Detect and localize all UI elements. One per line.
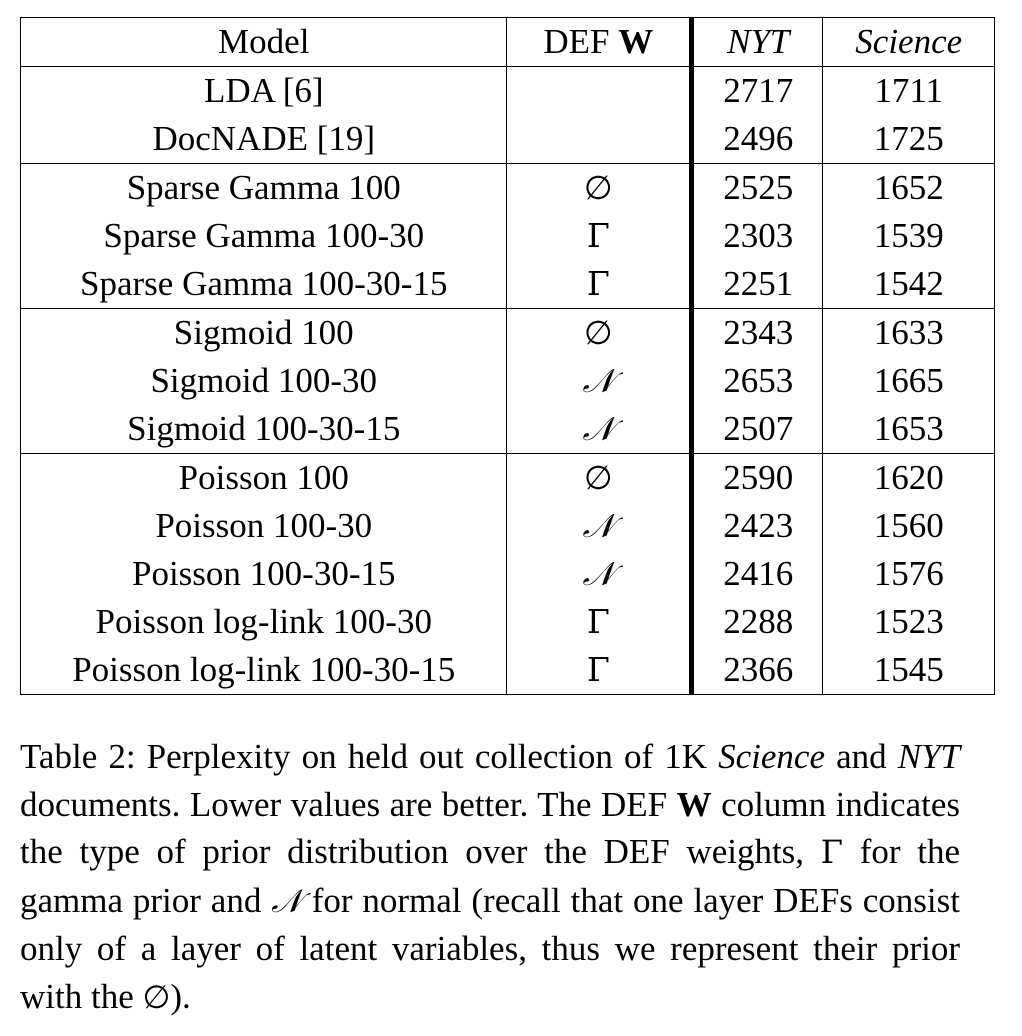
nyt-perplexity-cell: 2251 [689,260,824,309]
science-perplexity-cell: 1539 [822,212,995,260]
nyt-perplexity-cell: 2717 [689,66,824,115]
header-science: Science [822,17,995,67]
caption-science: Science [718,737,825,776]
science-perplexity-cell: 1711 [822,66,995,115]
model-cell: Sigmoid 100-30 [19,357,508,405]
caption-text-9: for the gamma prior and [20,832,960,920]
table-row: Sparse Gamma 100-30-15 Γ 2251 1542 [19,260,995,309]
def-prior-cell: 𝒩 [506,357,693,405]
table-row: Sigmoid 100-30-15 𝒩 2507 1653 [19,405,995,454]
caption-nyt: NYT [897,737,960,776]
science-perplexity-cell: 1523 [822,598,995,646]
def-prior-cell [506,66,693,115]
caption-text-11: for normal (recall that one layer DEFs c… [20,880,960,1016]
model-cell: Poisson log-link 100-30 [19,598,508,646]
def-prior-cell: 𝒩 [506,502,693,550]
table-row: Poisson 100-30-15 𝒩 2416 1576 [19,550,995,598]
def-prior-cell: ∅ [506,308,693,357]
nyt-perplexity-cell: 2343 [689,308,824,357]
header-def-bold: W [618,22,654,61]
nyt-perplexity-cell: 2496 [689,115,824,164]
def-prior-cell: ∅ [506,163,693,212]
table-row: Poisson log-link 100-30 Γ 2288 1523 [19,598,995,646]
model-cell: Poisson log-link 100-30-15 [19,646,508,695]
table-row: DocNADE [19] 2496 1725 [19,115,995,164]
table-row: Sparse Gamma 100 ∅ 2525 1652 [19,163,995,212]
science-perplexity-cell: 1542 [822,260,995,309]
model-cell: Poisson 100-30 [19,502,508,550]
def-prior-cell: 𝒩 [506,550,693,598]
science-perplexity-cell: 1665 [822,357,995,405]
model-cell: Sparse Gamma 100-30 [19,212,508,260]
header-def-w: DEF W [506,17,693,67]
table-row: LDA [6] 2717 1711 [19,66,995,115]
model-cell: Poisson 100-30-15 [19,550,508,598]
caption-gamma-symbol: Γ [820,833,843,871]
table-row: Sparse Gamma 100-30 Γ 2303 1539 [19,212,995,260]
def-prior-cell: Γ [506,598,693,646]
science-perplexity-cell: 1725 [822,115,995,164]
model-cell: Sparse Gamma 100-30-15 [19,260,508,309]
header-model: Model [19,17,508,67]
nyt-perplexity-cell: 2423 [689,502,824,550]
caption-w: W [676,784,712,824]
caption-text-1: Table 2: Perplexity on held out collecti… [20,737,719,776]
model-cell: Sigmoid 100-30-15 [19,405,508,454]
table-row: Poisson 100-30 𝒩 2423 1560 [19,502,995,550]
science-perplexity-cell: 1620 [822,453,995,502]
science-perplexity-cell: 1633 [822,308,995,357]
header-def-prefix: DEF [543,22,619,61]
science-perplexity-cell: 1653 [822,405,995,454]
def-prior-cell: 𝒩 [506,405,693,454]
table-caption: Table 2: Perplexity on held out collecti… [20,733,960,1021]
nyt-perplexity-cell: 2525 [689,163,824,212]
nyt-perplexity-cell: 2366 [689,646,824,695]
nyt-perplexity-cell: 2288 [689,598,824,646]
science-perplexity-cell: 1560 [822,502,995,550]
caption-text-3: and [824,737,898,776]
header-row: Model DEF W NYT Science [19,17,995,67]
science-perplexity-cell: 1545 [822,646,995,695]
nyt-perplexity-cell: 2507 [689,405,824,454]
def-prior-cell: Γ [506,212,693,260]
model-cell: Poisson 100 [19,453,508,502]
results-table: Model DEF W NYT Science LDA [6] 2717 1711 D… [19,17,995,695]
science-perplexity-cell: 1576 [822,550,995,598]
caption-text-5: documents. Lower values are better. The … [20,784,677,824]
nyt-perplexity-cell: 2416 [689,550,824,598]
model-cell: LDA [6] [19,66,508,115]
nyt-perplexity-cell: 2590 [689,453,824,502]
caption-normal-symbol: 𝒩 [271,881,302,920]
def-prior-cell: Γ [506,260,693,309]
table-row: Poisson log-link 100-30-15 Γ 2366 1545 [19,646,995,695]
science-perplexity-cell: 1652 [822,163,995,212]
def-prior-cell: ∅ [506,453,693,502]
nyt-perplexity-cell: 2303 [689,212,824,260]
caption-empty-set-symbol: ∅ [142,977,171,1016]
def-prior-cell [506,115,693,164]
table-row: Sigmoid 100 ∅ 2343 1633 [19,308,995,357]
caption-text-7: column indicates the type of prior distr… [20,784,960,872]
model-cell: Sigmoid 100 [19,308,508,357]
table-row: Poisson 100 ∅ 2590 1620 [19,453,995,502]
table-body: LDA [6] 2717 1711 DocNADE [19] 2496 1725 Spars… [19,66,995,695]
caption-text-13: ). [170,976,191,1016]
table-row: Sigmoid 100-30 𝒩 2653 1665 [19,357,995,405]
model-cell: Sparse Gamma 100 [19,163,508,212]
model-cell: DocNADE [19] [19,115,508,164]
nyt-perplexity-cell: 2653 [689,357,824,405]
header-nyt: NYT [689,17,824,67]
def-prior-cell: Γ [506,646,693,695]
